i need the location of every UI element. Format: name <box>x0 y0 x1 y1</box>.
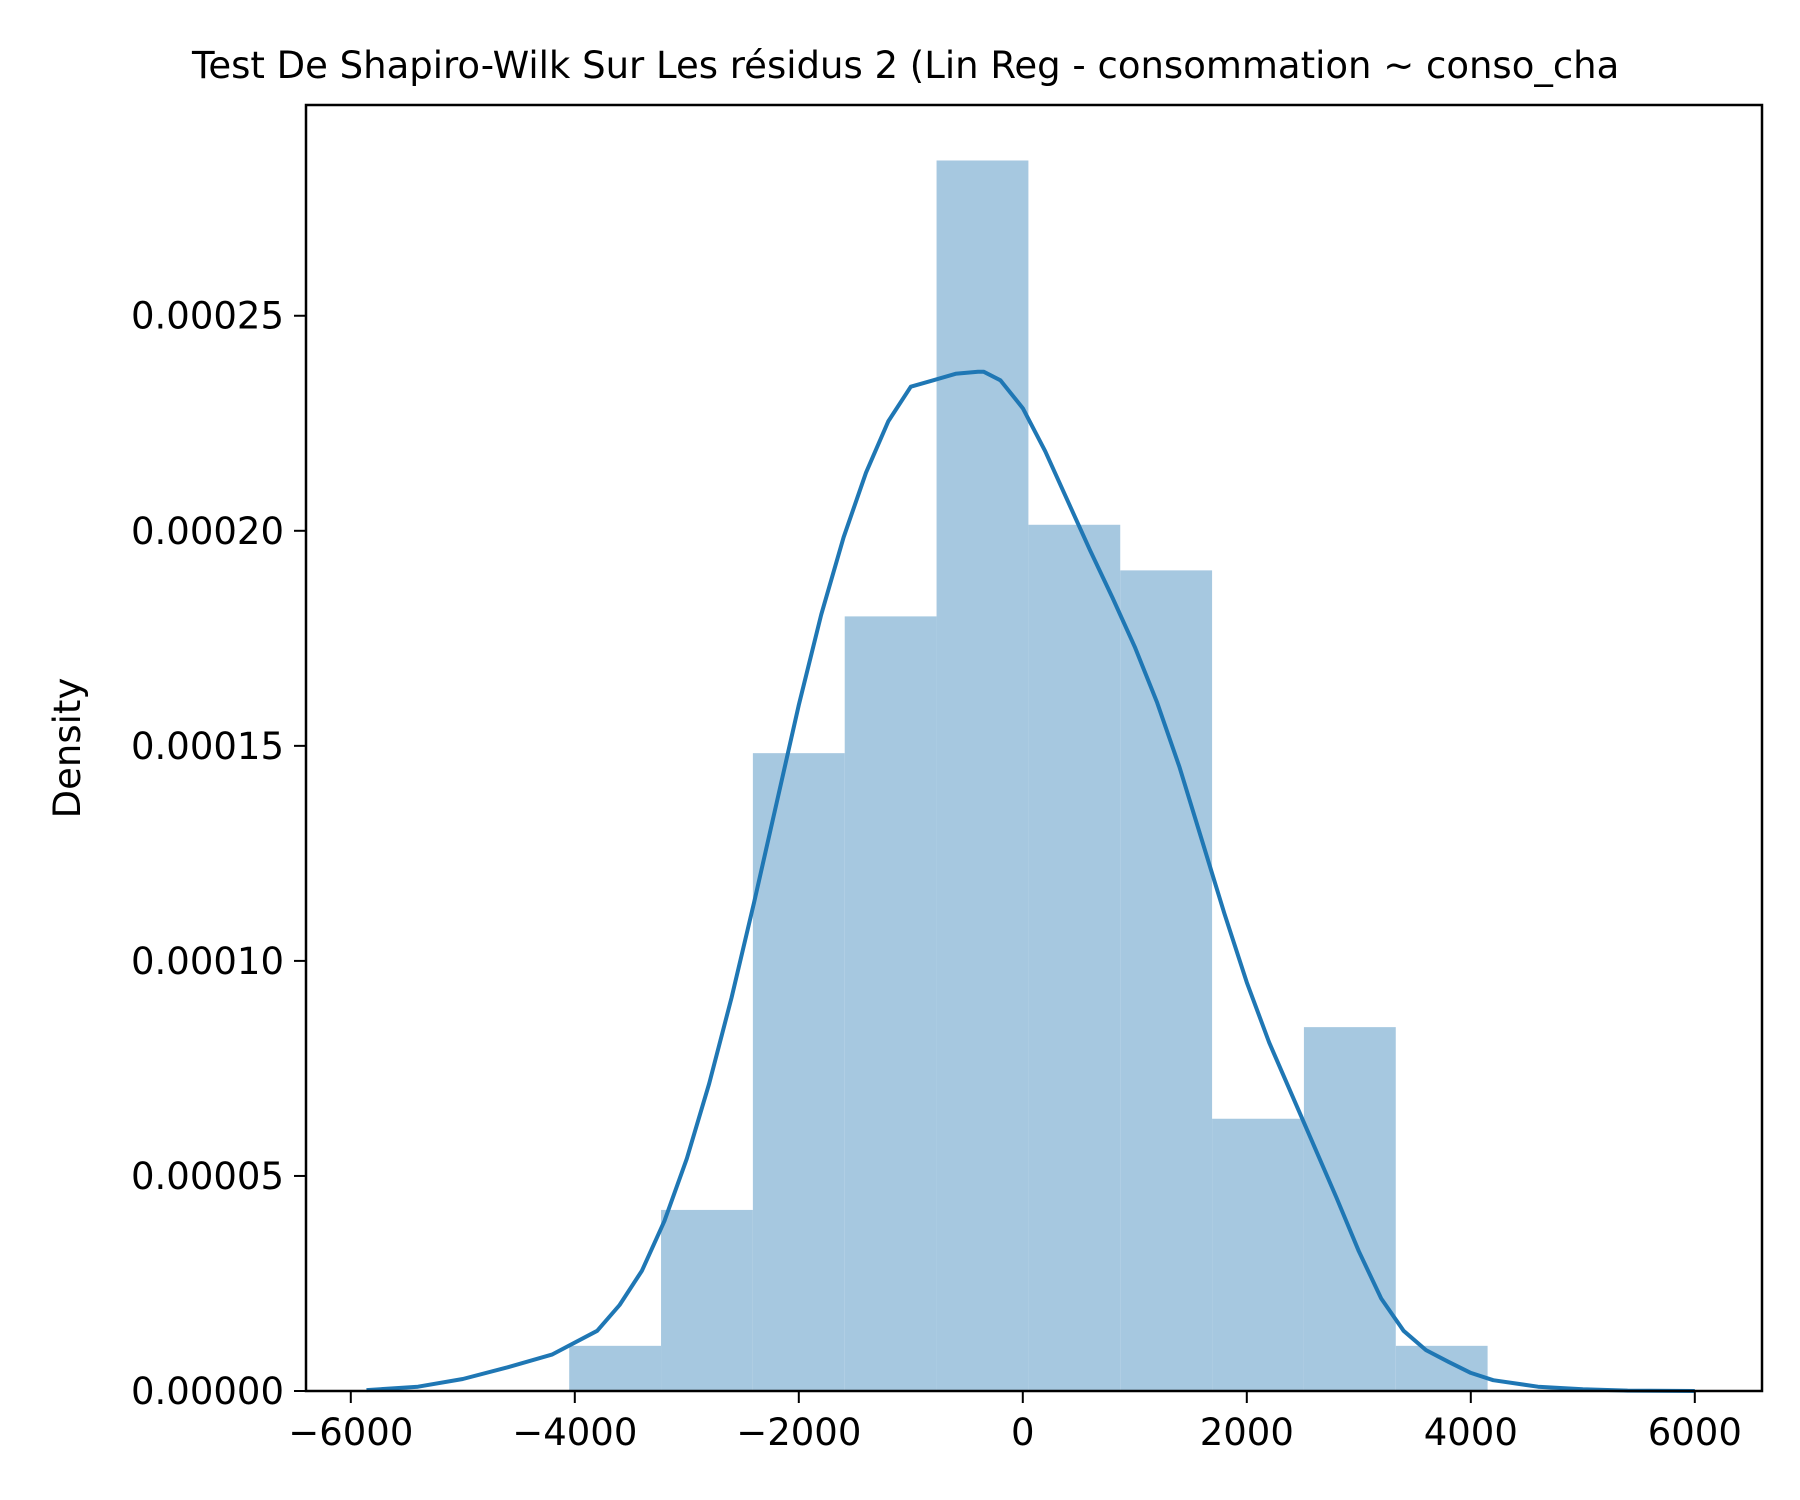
y-tick-label: 0.00010 <box>131 940 284 983</box>
x-tick-label: 4000 <box>1424 1411 1518 1454</box>
y-axis-label: Density <box>46 678 89 819</box>
y-tick-label: 0.00015 <box>131 725 284 768</box>
histogram-bar <box>844 616 937 1391</box>
histogram-bar <box>1212 1118 1304 1391</box>
x-tick-label: 2000 <box>1200 1411 1294 1454</box>
kde-curve-group <box>366 369 1695 1393</box>
histogram-bars <box>569 160 1488 1392</box>
x-tick-label: −6000 <box>288 1411 413 1454</box>
x-tick-label: 6000 <box>1648 1411 1742 1454</box>
plot-frame <box>304 103 1764 1393</box>
x-tick-label: −2000 <box>736 1411 861 1454</box>
histogram-bar <box>1303 1027 1396 1391</box>
histogram-bar <box>1395 1345 1488 1391</box>
x-tick-label: −4000 <box>512 1411 637 1454</box>
y-axis: 0.00000 0.00005 0.00010 0.00015 0.00020 0.000… <box>131 295 306 1413</box>
kde-curve <box>366 369 1695 1393</box>
y-tick-label: 0.00025 <box>131 295 284 338</box>
y-tick-label: 0.00005 <box>131 1155 284 1198</box>
y-tick-label: 0.00020 <box>131 510 284 553</box>
histogram-bar <box>1120 570 1213 1391</box>
histogram-bar <box>936 160 1029 1392</box>
histogram-bar <box>1028 524 1121 1391</box>
histogram-bar <box>569 1345 662 1391</box>
histogram-bar <box>661 1209 753 1391</box>
y-tick-label: 0.00000 <box>131 1370 284 1413</box>
histogram-bar <box>752 753 845 1391</box>
chart-title: Test De Shapiro-Wilk Sur Les résidus 2 (… <box>191 44 1619 87</box>
x-axis: −6000 −4000 −2000 0 2000 4000 6000 <box>288 1391 1742 1454</box>
x-tick-label: 0 <box>1011 1411 1035 1454</box>
